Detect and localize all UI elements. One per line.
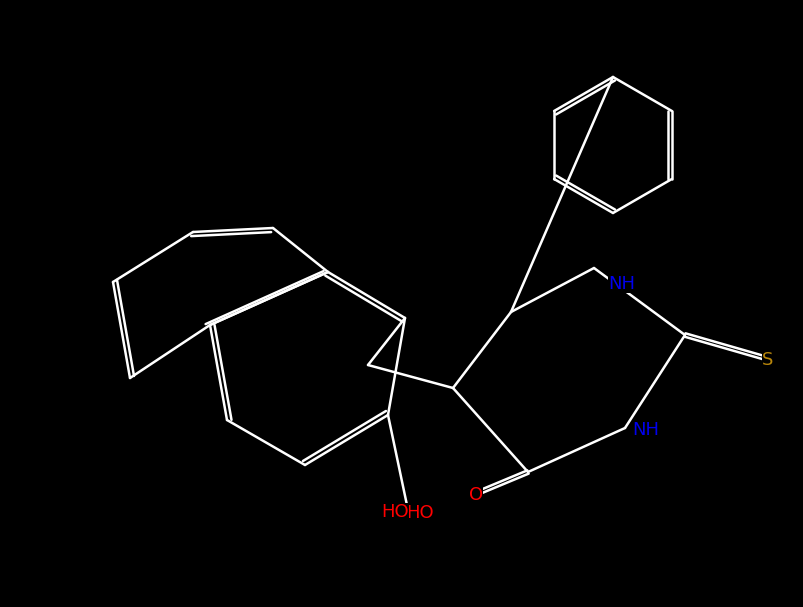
Text: S: S bbox=[761, 351, 772, 369]
Text: O: O bbox=[468, 486, 483, 504]
Text: HO: HO bbox=[381, 503, 408, 521]
Text: HO: HO bbox=[406, 504, 434, 522]
Text: NH: NH bbox=[608, 275, 634, 293]
Text: NH: NH bbox=[632, 421, 658, 439]
